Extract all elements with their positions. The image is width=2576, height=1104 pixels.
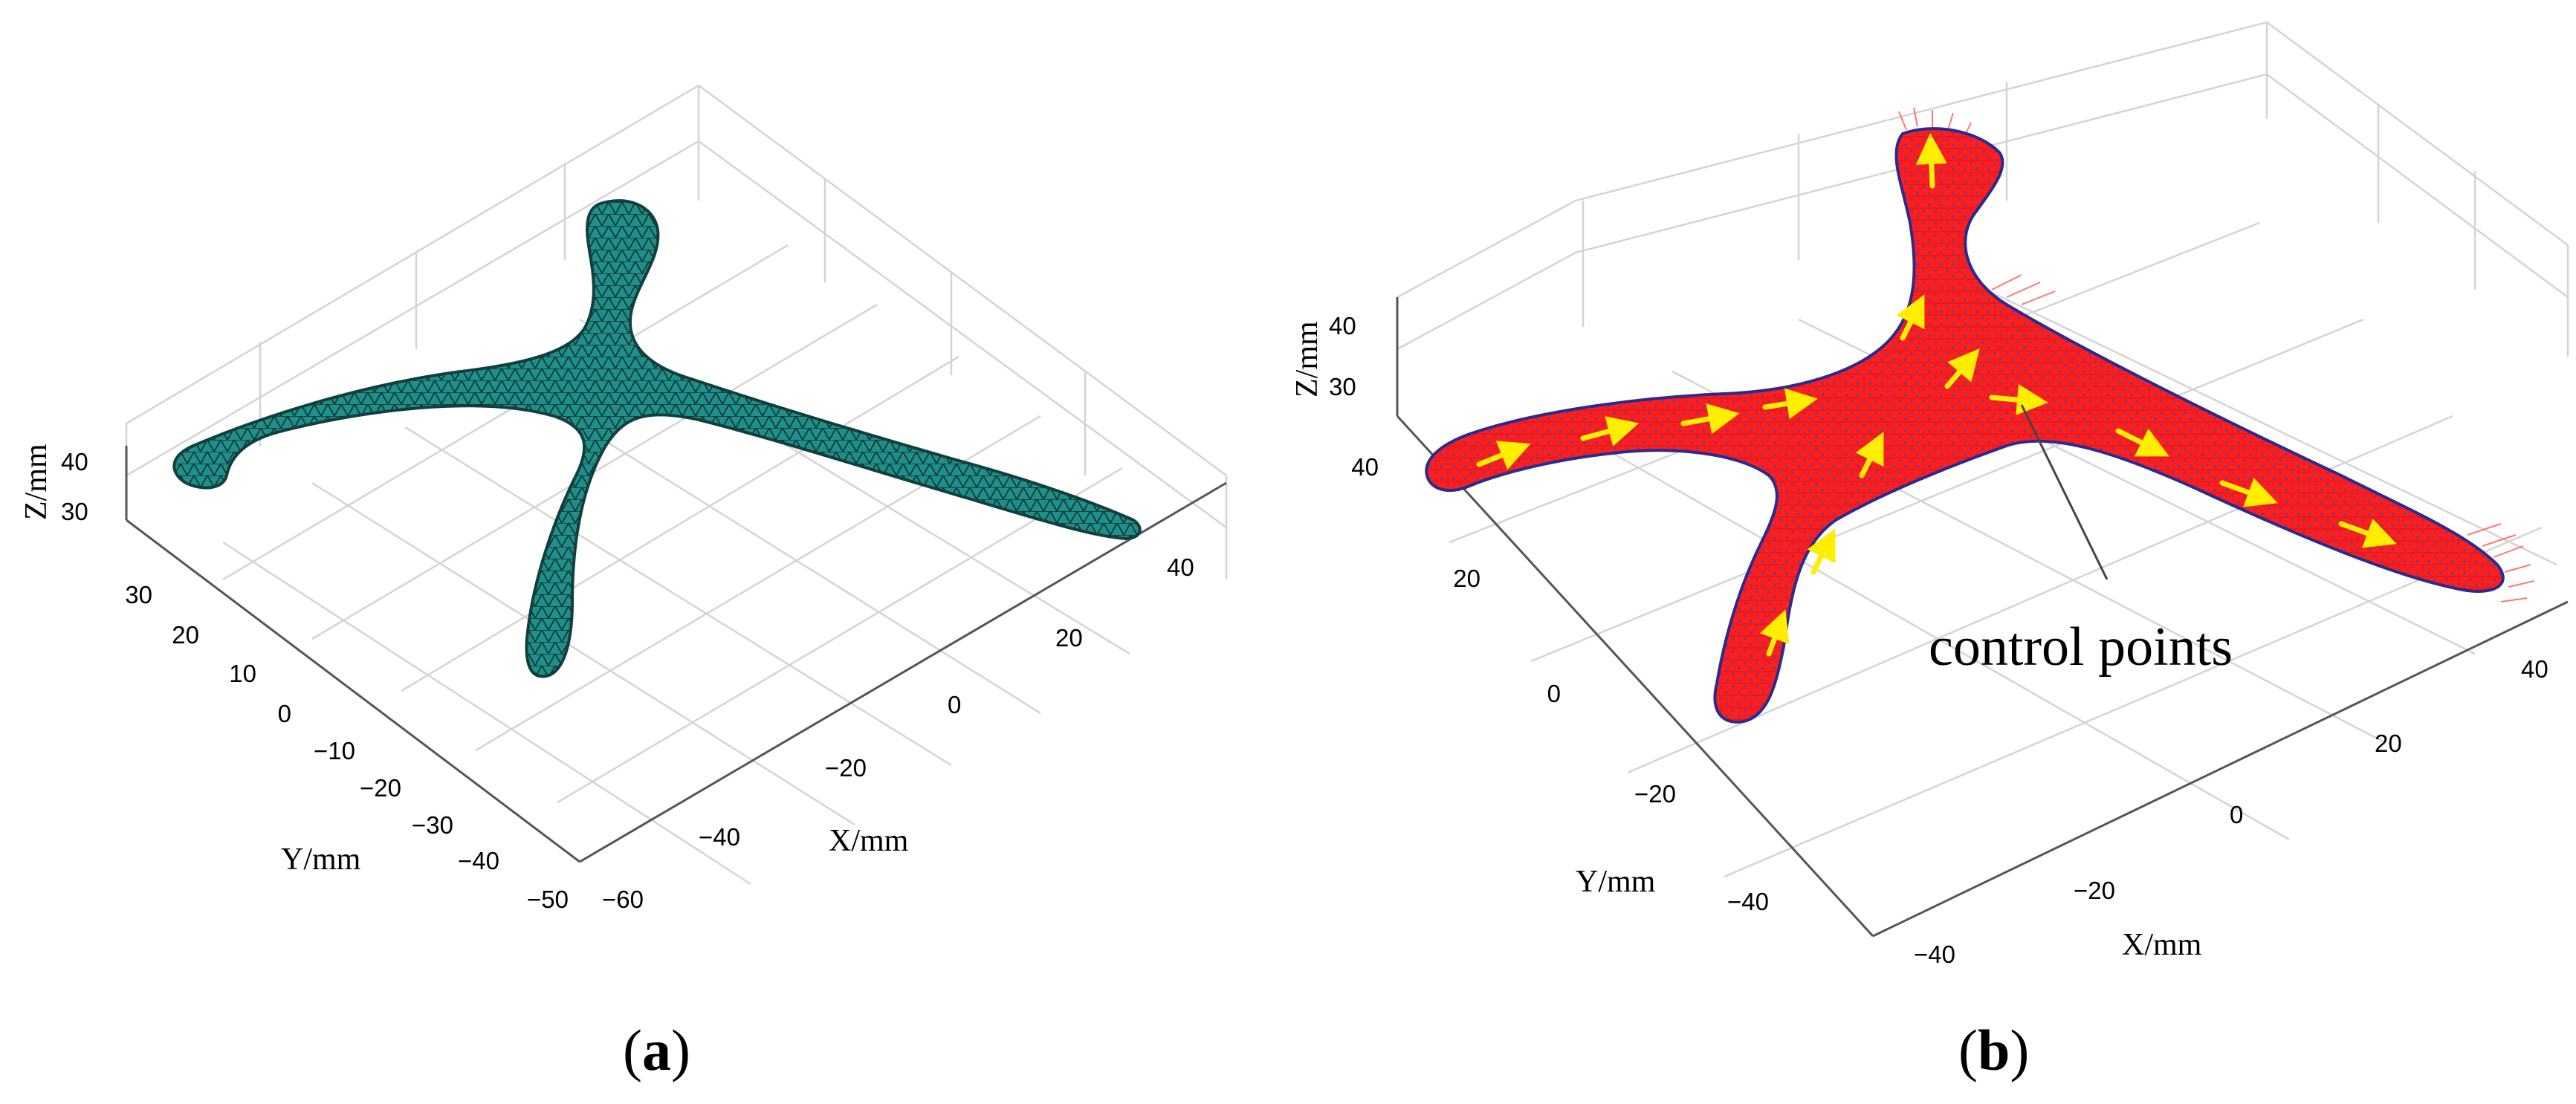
panel-b-annotation: control points	[1929, 617, 2233, 678]
panel-b-x-ticks: −40 −20 0 20 40	[1914, 655, 2549, 968]
panel-a-y-tick: 0	[278, 700, 291, 727]
panel-a-x-tick: −40	[699, 823, 740, 851]
panel-a-y-tick: −20	[360, 774, 401, 802]
panel-a-z-ticks: 40 30	[61, 448, 88, 525]
panel-a-x-tick: −60	[602, 886, 644, 913]
panel-a-y-ticks: 30 20 10 0 −10 −20 −30 −40 −50	[125, 581, 569, 913]
panel-b-y-tick: −20	[1634, 780, 1676, 808]
panel-a-z-tick: 30	[61, 498, 88, 525]
panel-a-mesh-shape	[172, 199, 1142, 678]
panel-a-y-tick: 10	[229, 660, 256, 687]
flow-arrow	[1944, 348, 1980, 389]
panel-a-y-label: Y/mm	[281, 842, 361, 877]
panel-b-mesh-shape	[1425, 127, 2505, 724]
panel-a-x-tick: 20	[1055, 624, 1083, 652]
panel-b-y-tick: 20	[1453, 565, 1480, 592]
flow-arrow	[1680, 403, 1740, 435]
panel-b-front-axes	[1396, 297, 2569, 938]
panel-b-annotation-leader	[2020, 404, 2109, 580]
panel-b-y-label: Y/mm	[1576, 865, 1656, 899]
panel-a-x-ticks: −60 −40 −20 0 20 40	[602, 553, 1194, 913]
flow-arrow	[1807, 528, 1836, 575]
panel-a-x-tick: 40	[1167, 553, 1194, 581]
panel-a-x-label: X/mm	[829, 824, 909, 858]
flow-arrow	[2219, 478, 2278, 507]
panel-a-x-tick: −20	[825, 754, 867, 782]
panel-a-y-tick: 20	[172, 621, 199, 649]
panel-b-y-ticks: 40 20 0 −20 −40	[1351, 453, 1769, 915]
panel-b-x-tick: −40	[1914, 941, 1955, 968]
panel-b-y-tick: 40	[1351, 453, 1379, 481]
flow-arrow	[1896, 294, 1925, 341]
panel-a-y-tick: −40	[458, 847, 499, 874]
flow-arrow	[1915, 133, 1947, 189]
panel-a-y-tick: −50	[527, 886, 569, 913]
panel-a-front-axes	[125, 446, 1227, 863]
panel-b-y-tick: 0	[1547, 680, 1561, 707]
panel-b: control points 40 30 40 20 0 −20 −40 −40…	[1290, 21, 2569, 1082]
panel-b-y-tick: −40	[1727, 888, 1769, 915]
panel-b-flow-arrows	[1476, 133, 2397, 657]
panel-a: 40 30 30 20 10 0 −10 −20 −30 −40 −50 −60…	[19, 84, 1228, 1082]
flow-arrow	[2338, 519, 2397, 548]
panel-a-axes-box	[125, 84, 1228, 886]
panel-a-x-tick: 0	[948, 691, 961, 718]
panel-b-x-tick: −20	[2074, 877, 2115, 904]
flow-arrow	[1989, 384, 2048, 416]
panel-b-z-tick: 30	[1329, 373, 1356, 400]
panel-b-normal-vectors	[1898, 107, 2535, 603]
panel-b-z-label: Z/mm	[1290, 321, 1324, 397]
panel-a-y-tick: −30	[412, 811, 453, 839]
panel-b-z-ticks: 40 30	[1329, 312, 1356, 400]
panel-b-x-label: X/mm	[2122, 928, 2202, 962]
panel-a-y-tick: 30	[125, 581, 152, 608]
flow-arrow	[2115, 428, 2169, 457]
panel-a-z-label: Z/mm	[19, 444, 54, 520]
panel-a-z-tick: 40	[61, 448, 88, 475]
flow-arrow	[1855, 432, 1884, 478]
flow-arrow	[1580, 416, 1640, 447]
flow-arrow	[1759, 609, 1790, 657]
panel-a-caption: (a)	[623, 1018, 690, 1082]
panel-b-x-tick: 20	[2375, 730, 2402, 757]
panel-b-x-tick: 40	[2521, 655, 2549, 683]
panel-b-z-tick: 40	[1329, 312, 1356, 340]
panel-b-caption: (b)	[1958, 1018, 2029, 1082]
panel-b-x-tick: 0	[2230, 801, 2243, 828]
flow-arrow	[1476, 441, 1531, 470]
panel-a-y-tick: −10	[314, 737, 355, 764]
flow-arrow	[1762, 388, 1818, 420]
